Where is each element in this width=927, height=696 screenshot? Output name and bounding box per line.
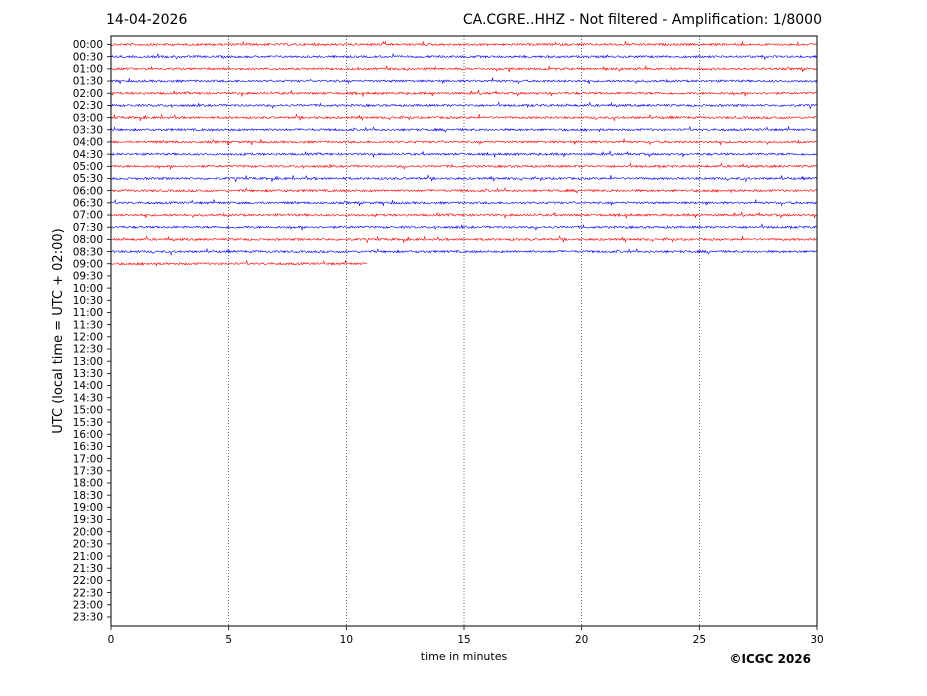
y-tick-label: 18:00: [73, 478, 103, 490]
y-tick-label: 00:30: [73, 51, 103, 63]
y-tick-label: 22:30: [73, 587, 103, 599]
trace-0900: [110, 259, 368, 267]
y-tick-label: 02:00: [73, 88, 103, 100]
y-tick-label: 21:00: [73, 551, 103, 563]
y-tick-label: 08:00: [73, 234, 103, 246]
trace-0230: [110, 101, 817, 109]
y-tick-label: 19:30: [73, 514, 103, 526]
y-tick-label: 10:30: [73, 295, 103, 307]
y-tick-label: 16:30: [73, 441, 103, 453]
copyright-text: ©ICGC 2026: [729, 652, 811, 666]
y-tick-label: 11:30: [73, 319, 103, 331]
trace-0330: [110, 125, 817, 133]
trace-0400: [110, 138, 817, 146]
trace-0530: [110, 174, 817, 183]
y-tick-label: 14:30: [73, 392, 103, 404]
y-tick-label: 23:30: [73, 612, 103, 624]
y-tick-label: 03:30: [73, 124, 103, 136]
y-tick-label: 01:30: [73, 76, 103, 88]
y-tick-label: 12:00: [73, 332, 103, 344]
y-tick-label: 00:00: [73, 39, 103, 51]
x-tick-label: 0: [108, 634, 115, 646]
trace-0100: [110, 65, 817, 73]
y-tick-label: 22:00: [73, 575, 103, 587]
y-tick-label: 09:30: [73, 271, 103, 283]
y-tick-label: 06:00: [73, 185, 103, 197]
trace-0300: [110, 113, 817, 122]
y-tick-label: 09:00: [73, 258, 103, 270]
trace-0700: [110, 211, 817, 219]
x-axis-label: time in minutes: [421, 650, 508, 663]
y-tick-label: 23:00: [73, 599, 103, 611]
trace-0030: [110, 52, 817, 61]
chart-title: CA.CGRE..HHZ - Not filtered - Amplificat…: [462, 12, 822, 28]
y-tick-label: 20:00: [73, 526, 103, 538]
y-tick-label: 21:30: [73, 563, 103, 575]
y-tick-label: 17:00: [73, 453, 103, 465]
y-tick-label: 05:00: [73, 161, 103, 173]
y-tick-label: 11:00: [73, 307, 103, 319]
y-tick-label: 19:00: [73, 502, 103, 514]
y-tick-label: 07:30: [73, 222, 103, 234]
y-tick-label: 15:30: [73, 417, 103, 429]
y-tick-label: 07:00: [73, 210, 103, 222]
y-tick-label: 05:30: [73, 173, 103, 185]
y-tick-label: 15:00: [73, 405, 103, 417]
trace-0430: [110, 150, 817, 158]
y-tick-label: 16:00: [73, 429, 103, 441]
x-tick-label: 30: [810, 634, 823, 646]
x-tick-label: 5: [225, 634, 232, 646]
y-tick-label: 14:00: [73, 380, 103, 392]
trace-0730: [110, 223, 817, 231]
y-tick-label: 04:00: [73, 137, 103, 149]
trace-0830: [110, 248, 817, 256]
y-tick-label: 02:30: [73, 100, 103, 112]
trace-0000: [110, 40, 817, 47]
trace-0600: [110, 187, 817, 194]
date-label: 14-04-2026: [106, 12, 188, 28]
trace-0800: [110, 235, 817, 243]
y-tick-label: 20:30: [73, 539, 103, 551]
y-tick-label: 01:00: [73, 64, 103, 76]
y-tick-label: 18:30: [73, 490, 103, 502]
trace-0500: [110, 162, 817, 170]
y-tick-label: 04:30: [73, 149, 103, 161]
x-tick-label: 20: [575, 634, 588, 646]
x-tick-label: 10: [340, 634, 353, 646]
y-tick-label: 03:00: [73, 112, 103, 124]
x-tick-label: 15: [457, 634, 470, 646]
y-tick-label: 06:30: [73, 198, 103, 210]
y-tick-label: 13:30: [73, 368, 103, 380]
x-tick-label: 25: [693, 634, 706, 646]
trace-0130: [110, 77, 817, 85]
trace-0200: [110, 89, 817, 97]
y-tick-label: 13:00: [73, 356, 103, 368]
y-axis-label: UTC (local time = UTC + 02:00): [51, 228, 66, 433]
trace-0630: [110, 198, 817, 207]
y-tick-label: 10:00: [73, 283, 103, 295]
y-tick-label: 17:30: [73, 466, 103, 478]
y-tick-label: 08:30: [73, 246, 103, 258]
y-tick-label: 12:30: [73, 344, 103, 356]
